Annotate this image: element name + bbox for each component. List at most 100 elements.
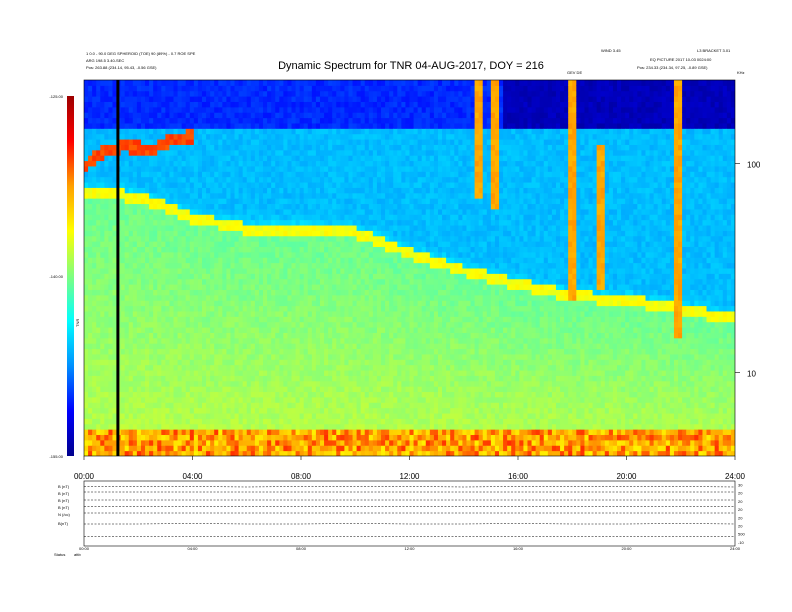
spectrogram-cell [324, 128, 329, 135]
spectrogram-cell [92, 300, 97, 307]
spectrogram-cell [132, 348, 138, 355]
spectrogram-cell [222, 316, 227, 323]
spectrogram-cell [364, 289, 370, 296]
spectrogram-cell [360, 160, 366, 167]
spectrogram-cell [238, 122, 244, 129]
spectrogram-cell [254, 391, 260, 398]
spectrogram-cell [88, 171, 93, 178]
spectrogram-cell [291, 321, 297, 328]
spectrogram-cell [100, 106, 105, 113]
spectrogram-cell [157, 413, 162, 419]
spectrogram-cell [364, 182, 370, 188]
spectrogram-cell [214, 386, 219, 393]
spectrogram-cell [275, 96, 280, 102]
spectrogram-cell [258, 165, 264, 172]
spectrogram-cell [108, 85, 113, 92]
spectrogram-cell [246, 278, 252, 285]
spectrogram-cell [283, 208, 288, 215]
spectrogram-cell [214, 364, 219, 371]
spectrogram-cell [153, 359, 158, 366]
spectrogram-cell [283, 348, 288, 355]
spectrogram-cell [258, 294, 264, 301]
spectrogram-cell [263, 171, 268, 178]
spectrogram-cell [291, 364, 297, 371]
spectrogram-cell [226, 101, 231, 108]
spectrogram-cell [275, 332, 280, 339]
spectrogram-cell [120, 171, 126, 178]
spectrogram-cell [226, 96, 231, 102]
spectrogram-cell [157, 96, 162, 102]
spectrogram-cell [128, 273, 134, 280]
spectrogram-cell [112, 434, 118, 441]
spectrogram-cell [279, 348, 284, 355]
spectrogram-cell [230, 396, 236, 403]
spectrogram-cell [352, 171, 358, 178]
spectrogram-cell [275, 439, 280, 446]
spectrogram-cell [360, 429, 366, 436]
spectrogram-cell [153, 106, 158, 113]
spectrogram-cell [307, 407, 313, 414]
spectrogram-cell [96, 418, 101, 425]
spectrogram-cell [311, 139, 317, 145]
spectrogram-cell [315, 176, 321, 183]
spectrogram-cell [218, 133, 223, 140]
spectrogram-cell [96, 230, 101, 237]
spectrogram-cell [238, 289, 244, 296]
spectrogram-cell [344, 262, 349, 269]
spectrogram-cell [128, 246, 134, 253]
spectrogram-cell [169, 359, 175, 366]
spectrogram-cell [197, 80, 203, 86]
spectrogram-cell [177, 192, 183, 199]
spectrogram-cell [218, 160, 223, 167]
spectrogram-cell [84, 305, 89, 312]
spectrogram-cell [222, 402, 227, 409]
spectrogram-cell [222, 128, 227, 135]
spectrogram-cell [132, 90, 138, 97]
spectrogram-cell [193, 268, 199, 274]
spectrogram-cell [112, 155, 118, 162]
spectrogram-cell [132, 321, 138, 328]
spectrogram-cell [258, 289, 264, 296]
spectrogram-cell [283, 171, 288, 178]
spectrogram-cell [246, 155, 252, 162]
spectrogram-cell [88, 241, 93, 248]
spectrogram-cell [246, 122, 252, 129]
spectrogram-cell [136, 257, 142, 264]
spectrogram-cell [258, 364, 264, 371]
spectrogram-cell [124, 423, 130, 430]
spectrogram-cell [181, 251, 187, 258]
spectrogram-cell [214, 246, 219, 253]
spectrogram-cell [332, 289, 337, 296]
spectrogram-cell [283, 278, 288, 285]
spectrogram-cell [295, 273, 301, 280]
spectrogram-image [84, 80, 735, 456]
spectrogram-cell [360, 445, 366, 452]
spectrogram-cell [132, 230, 138, 237]
spectrogram-cell [201, 241, 207, 248]
spectrogram-cell [128, 160, 134, 167]
spectrogram-cell [299, 305, 305, 312]
spectrogram-cell [132, 155, 138, 162]
spectrogram-cell [140, 380, 146, 387]
spectrogram-cell [344, 375, 349, 382]
spectrogram-cell [128, 235, 134, 242]
spectrogram-cell [315, 348, 321, 355]
spectrogram-cell [267, 133, 272, 140]
spectrogram-cell [356, 160, 362, 167]
spectrogram-cell [303, 278, 309, 285]
spectrogram-cell [136, 391, 142, 398]
spectrogram-cell [328, 139, 333, 145]
spectrogram-cell [328, 246, 333, 253]
spectrogram-cell [161, 160, 166, 167]
spectrogram-cell [303, 139, 309, 145]
spectrogram-cell [319, 144, 325, 151]
spectrogram-cell [340, 155, 345, 162]
spectrogram-cell [193, 327, 199, 333]
spectrogram-cell [263, 273, 268, 280]
spectrogram-cell [311, 300, 317, 307]
spectrogram-cell [222, 413, 227, 419]
spectrogram-cell [132, 273, 138, 280]
spectrogram-cell [210, 208, 215, 215]
spectrogram-cell [112, 348, 118, 355]
spectrogram-cell [271, 364, 276, 371]
